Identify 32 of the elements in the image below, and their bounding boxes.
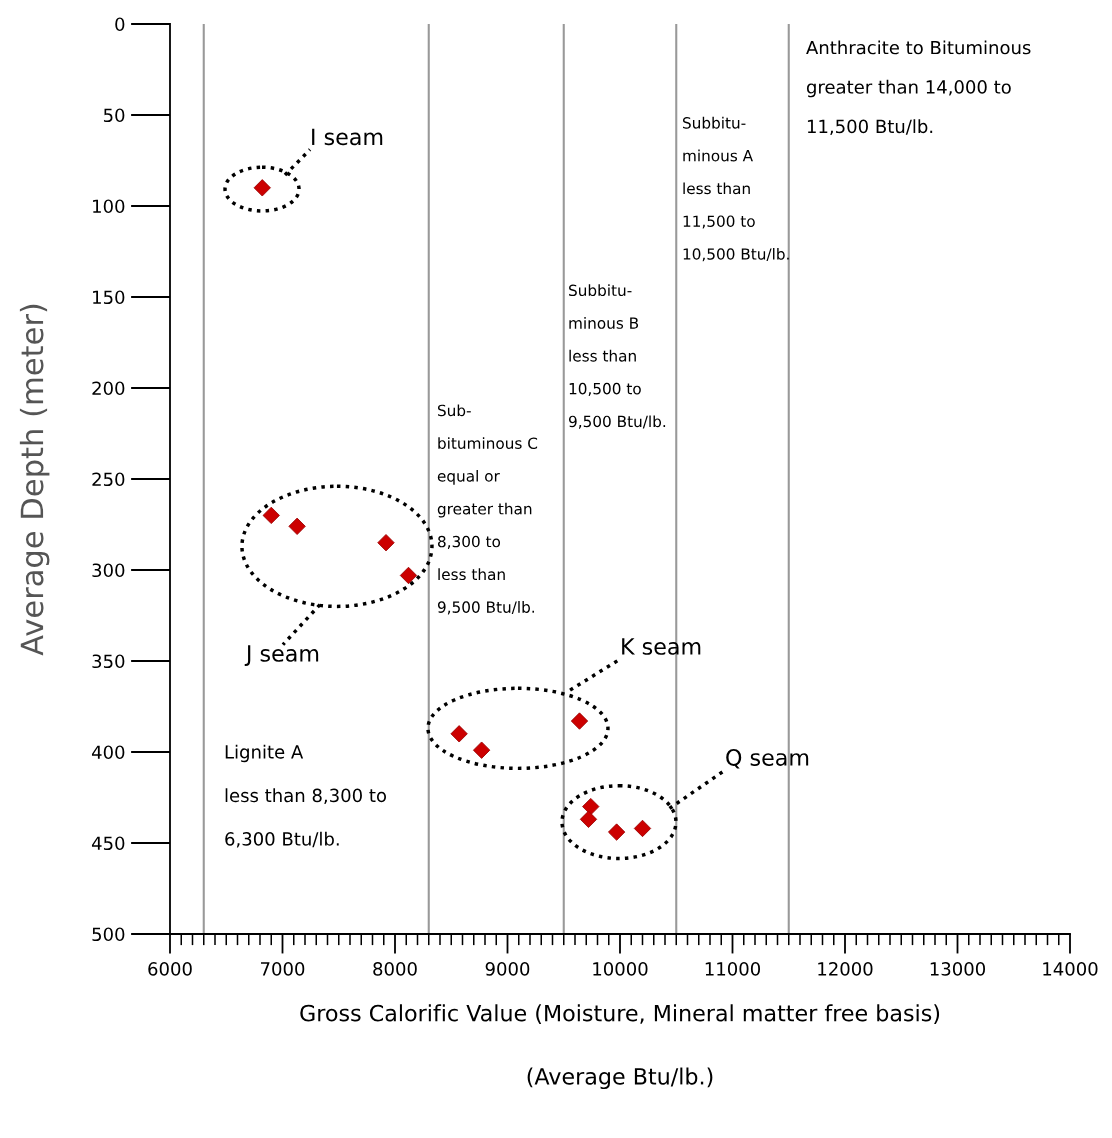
y-tick-label: 100 [93, 199, 125, 214]
y-tick-label: 200 [92, 381, 125, 396]
y-tick-label: 350 [92, 654, 125, 669]
y-tick-label: 450 [91, 836, 125, 851]
text: Subbitu- minous A less than 11,500 to 10,500 Btu/lb. [682, 116, 789, 262]
y-tick-label: 400 [91, 745, 125, 760]
text: Lignite A less than 8,300 to 6,300 Btu/lb. [225, 744, 387, 848]
y-tick-label: 300 [92, 563, 125, 578]
x-tick-label: 12000 [818, 962, 873, 976]
y-tick-label: 500 [92, 927, 125, 942]
x-tick-label: 6000 [148, 962, 192, 976]
annotation: J seam [244, 645, 319, 666]
text: Subbitu- minous B less than 10,500 to 9,500 Btu/lb. [568, 284, 666, 429]
x-tick-label: 7000 [261, 962, 305, 976]
text: Sub- bituminous C equal or greater than 8,300 to less than 9,500 Btu/lb. [437, 404, 538, 615]
annotation: Q seam [726, 749, 809, 769]
y-tick-label: 150 [93, 290, 125, 305]
y-axis-title: Average Depth (meter) [19, 304, 50, 656]
x-tick-label: 9000 [485, 962, 530, 976]
x-tick-label: 8000 [373, 962, 417, 976]
y-tick-label: 250 [92, 472, 125, 487]
x-tick-label: 13000 [930, 962, 986, 976]
x-tick-label: 11000 [705, 962, 761, 976]
y-tick-label: 50 [103, 108, 125, 123]
text: Gross Calorific Value (Moisture, Mineral matter free basis) (Average Btu/lb.) [300, 1004, 940, 1090]
point [633, 819, 652, 838]
x-tick-label: 10000 [593, 962, 648, 976]
x-tick-label: 14000 [1043, 962, 1098, 976]
annotation: I seam [312, 128, 383, 146]
y-tick-label: 0 [115, 17, 125, 32]
text: Anthracite to Bituminous greater than 14,000 to 11,500 Btu/lb. [806, 40, 1031, 136]
annotation: K seam [622, 638, 701, 655]
